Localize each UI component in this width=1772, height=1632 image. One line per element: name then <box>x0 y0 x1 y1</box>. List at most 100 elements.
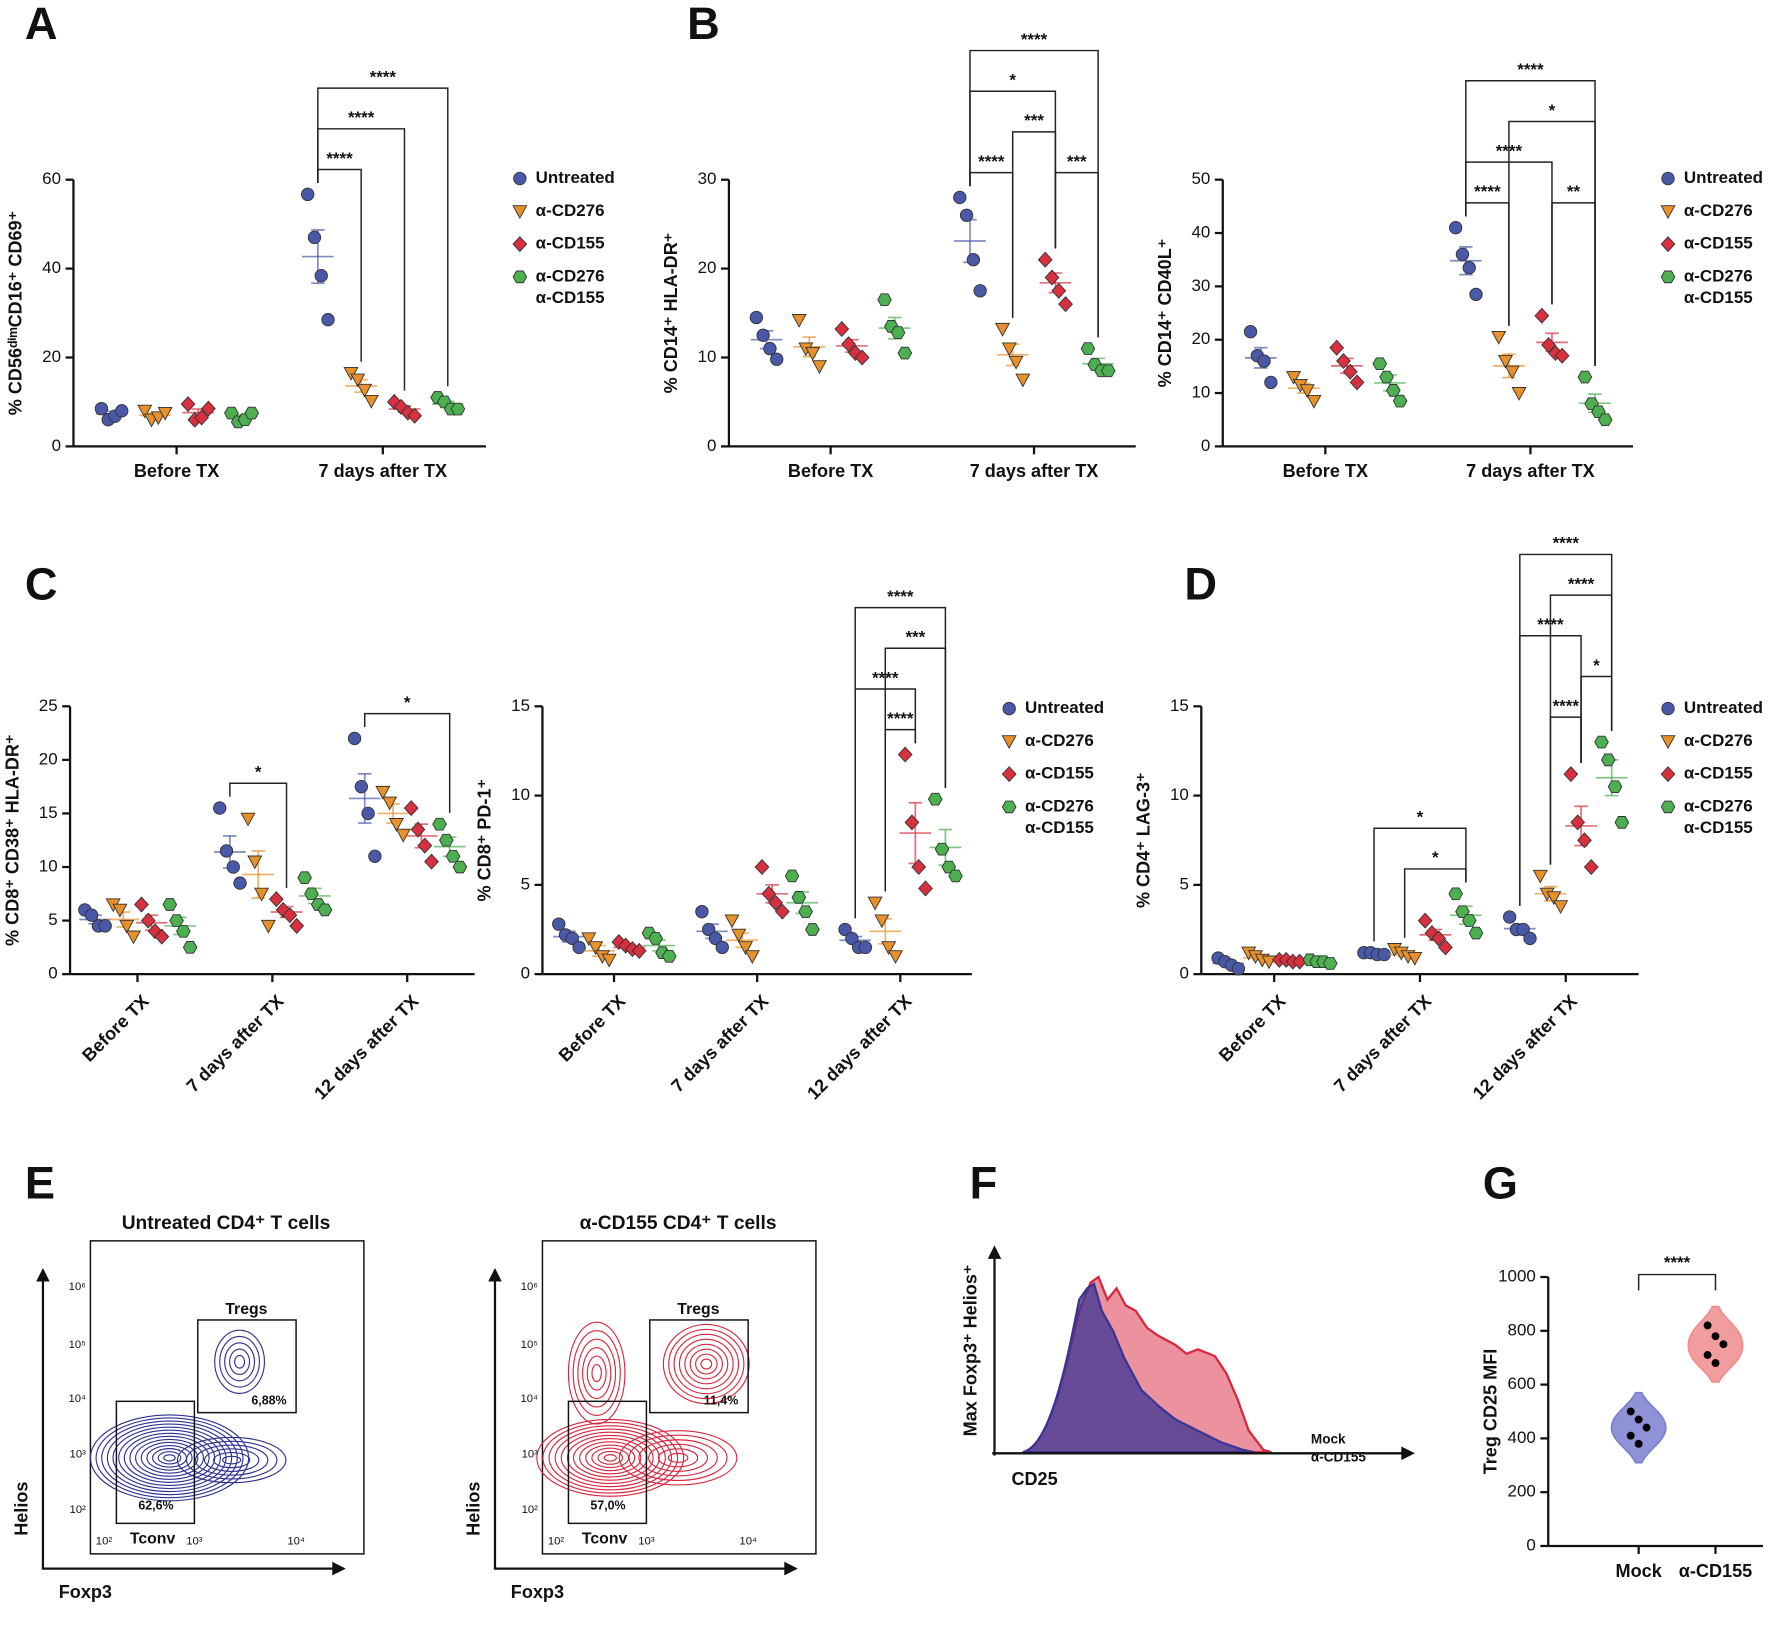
y-tick-label: 10⁴ <box>68 1393 86 1405</box>
data-point <box>382 796 398 811</box>
gate-percentage: 11,4% <box>704 1394 739 1408</box>
data-point <box>1379 370 1394 384</box>
contour-line <box>542 1422 679 1494</box>
gate-label: Tregs <box>225 1301 267 1318</box>
x-axis-title: Foxp3 <box>511 1582 564 1602</box>
data-point <box>321 313 335 327</box>
data-point <box>744 950 760 965</box>
data-point <box>1448 221 1463 235</box>
contour-line <box>229 1348 251 1375</box>
x-tick-label: Before TX <box>134 461 219 481</box>
data-point <box>1583 859 1599 876</box>
y-tick-label: 5 <box>521 874 530 893</box>
data-point <box>247 855 263 870</box>
y-axis-title: Max Foxp3⁺ Helios⁺ <box>961 1265 981 1437</box>
data-point <box>791 314 807 328</box>
y-tick-label: 15 <box>1170 696 1189 715</box>
data-point <box>162 898 178 911</box>
data-point <box>934 842 950 856</box>
plot-title: α-CD155 CD4⁺ T cells <box>580 1213 777 1234</box>
y-axis-title: % CD56ᵈⁱᵐCD16⁺ CD69⁺ <box>6 211 26 415</box>
contour-line <box>234 1354 246 1369</box>
significance-bracket <box>1403 868 1467 938</box>
data-point <box>798 905 813 918</box>
data-point <box>897 346 913 360</box>
contour-line <box>591 1364 602 1383</box>
data-point <box>631 942 647 959</box>
gate-label: Tconv <box>582 1530 628 1547</box>
violin <box>1610 1391 1667 1464</box>
data-point <box>1577 832 1592 849</box>
contour-line <box>129 1435 210 1480</box>
significance-bracket <box>1580 675 1613 763</box>
significance-label: *** <box>1024 111 1044 130</box>
contour-line <box>673 1333 740 1395</box>
x-axis-title: CD25 <box>1011 1469 1057 1489</box>
legend-marker <box>1660 735 1676 750</box>
contour-line <box>219 1335 261 1388</box>
significance-label: * <box>1432 848 1439 867</box>
x-tick-label: Before TX <box>555 991 630 1066</box>
contour-line <box>662 1323 750 1405</box>
y-tick-label: 10³ <box>522 1448 539 1460</box>
data-point <box>424 853 439 870</box>
x-tick-label: 10³ <box>638 1535 655 1547</box>
data-point <box>927 792 943 806</box>
y-tick-label: 60 <box>42 169 61 188</box>
data-point <box>301 187 315 202</box>
data-point <box>219 844 234 858</box>
significance-label: * <box>1549 101 1556 120</box>
data-point <box>763 341 777 356</box>
significance-bracket <box>1054 171 1099 338</box>
data-point <box>157 406 173 421</box>
x-tick-label: 12 days after TX <box>310 991 422 1103</box>
data-point <box>1322 957 1338 970</box>
legend-label: α-CD276 α-CD155 <box>1025 796 1094 838</box>
contour-line <box>567 1321 626 1425</box>
legend-marker <box>1001 766 1017 783</box>
data-point <box>268 891 284 908</box>
y-axis-title: Helios <box>11 1482 31 1536</box>
x-tick-label: 10² <box>96 1535 113 1547</box>
arrow-head <box>987 1245 1002 1259</box>
significance-label: **** <box>370 67 397 86</box>
data-point <box>731 928 747 943</box>
data-point <box>1511 386 1527 401</box>
data-point <box>150 411 166 426</box>
y-tick-label: 10⁶ <box>521 1281 538 1293</box>
data-point <box>98 919 112 933</box>
legend-label: Untreated <box>535 168 615 188</box>
plot-title: Untreated CD4⁺ T cells <box>122 1213 331 1234</box>
contour-line <box>628 1434 728 1481</box>
data-point <box>1469 287 1483 302</box>
x-tick-label: 7 days after TX <box>1466 461 1595 481</box>
data-point <box>1577 370 1593 384</box>
legend-marker <box>1002 701 1016 716</box>
y-tick-label: 10 <box>698 347 717 366</box>
data-point <box>581 932 597 947</box>
significance-bracket <box>1373 827 1467 942</box>
legend-marker <box>1660 205 1676 220</box>
data-point <box>1037 251 1053 268</box>
panel-label: D <box>1184 559 1217 610</box>
data-point <box>1703 1321 1712 1330</box>
data-point <box>450 402 466 416</box>
data-point <box>948 869 963 883</box>
data-point <box>254 887 270 902</box>
significance-bracket <box>1549 716 1582 865</box>
data-point <box>754 859 770 876</box>
significance-label: * <box>255 763 262 782</box>
data-point <box>918 880 933 897</box>
data-point <box>1546 891 1562 906</box>
significance-label: **** <box>1553 534 1580 553</box>
y-tick-label: 0 <box>1526 1535 1535 1554</box>
significance-bracket <box>229 782 288 888</box>
y-tick-label: 200 <box>1508 1482 1536 1501</box>
plot-frame <box>541 1240 817 1555</box>
x-tick-label: 7 days after TX <box>1330 991 1435 1096</box>
contour-line <box>163 1454 176 1462</box>
y-tick-label: 10⁴ <box>521 1393 539 1405</box>
data-point <box>368 849 382 863</box>
data-point <box>648 932 664 945</box>
x-tick-label: Before TX <box>1215 991 1290 1066</box>
